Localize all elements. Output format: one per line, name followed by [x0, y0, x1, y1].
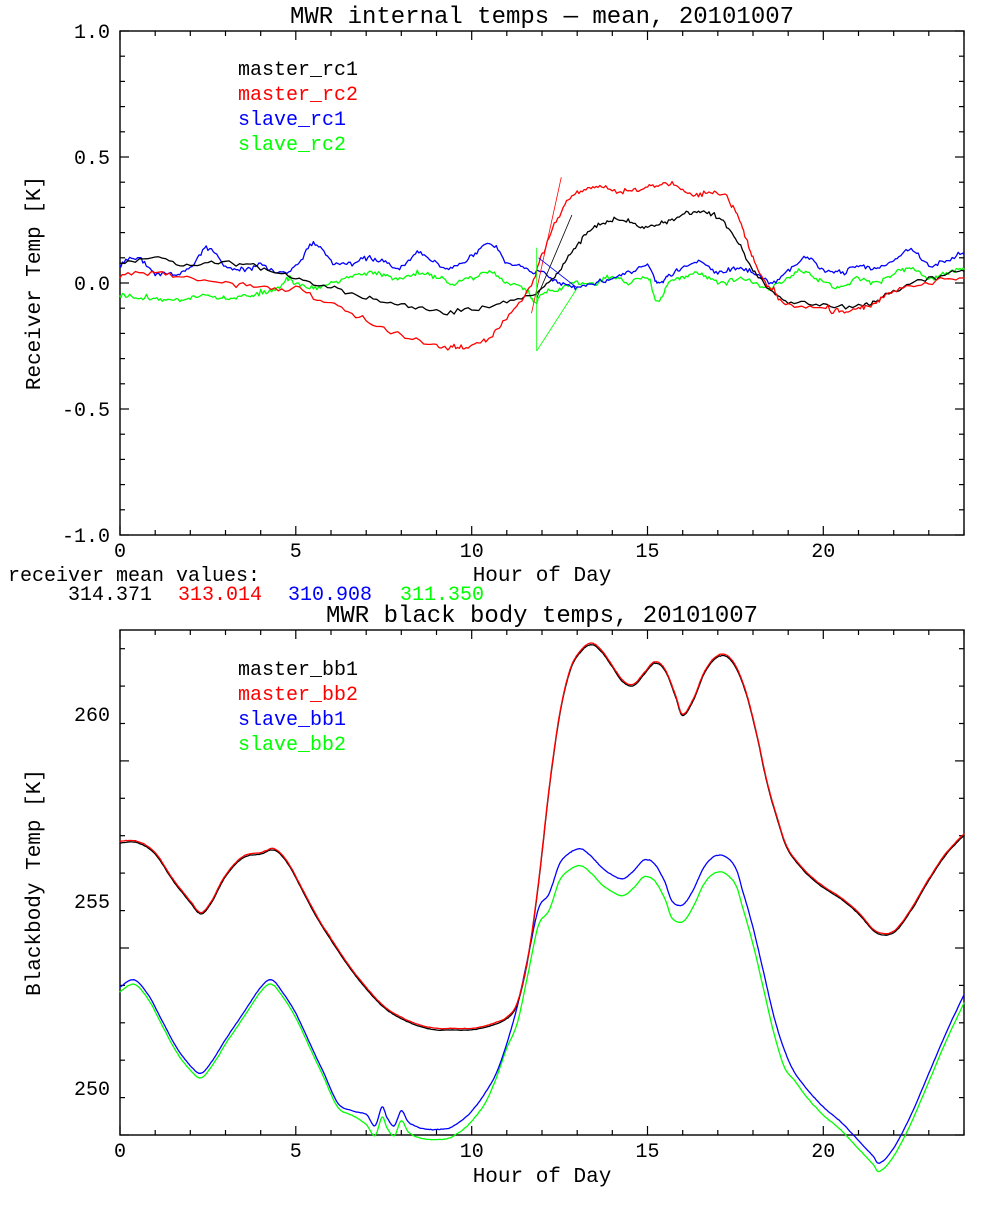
svg-text:-0.5: -0.5 — [62, 400, 110, 423]
svg-text:1.0: 1.0 — [74, 22, 110, 45]
svg-text:313.014: 313.014 — [178, 584, 262, 607]
svg-text:MWR internal temps — mean, 201: MWR internal temps — mean, 20101007 — [290, 4, 794, 31]
svg-text:slave_bb1: slave_bb1 — [238, 709, 346, 732]
svg-text:5: 5 — [290, 541, 302, 564]
svg-text:0: 0 — [114, 541, 126, 564]
svg-text:10: 10 — [460, 541, 484, 564]
svg-text:Hour of Day: Hour of Day — [473, 1166, 612, 1189]
svg-text:slave_rc1: slave_rc1 — [238, 109, 346, 132]
svg-text:-1.0: -1.0 — [62, 526, 110, 549]
svg-text:Hour of Day: Hour of Day — [473, 565, 612, 588]
svg-text:250: 250 — [74, 1079, 110, 1102]
svg-text:0.0: 0.0 — [74, 274, 110, 297]
svg-text:20: 20 — [811, 1141, 835, 1164]
svg-text:255: 255 — [74, 892, 110, 915]
svg-text:314.371: 314.371 — [68, 584, 152, 607]
svg-text:Receiver Temp [K]: Receiver Temp [K] — [24, 176, 47, 390]
svg-text:10: 10 — [460, 1141, 484, 1164]
svg-text:0: 0 — [114, 1141, 126, 1164]
svg-text:master_rc1: master_rc1 — [238, 59, 358, 82]
svg-text:slave_bb2: slave_bb2 — [238, 734, 346, 757]
svg-text:master_rc2: master_rc2 — [238, 84, 358, 107]
svg-text:5: 5 — [290, 1141, 302, 1164]
svg-text:15: 15 — [635, 541, 659, 564]
svg-text:0.5: 0.5 — [74, 148, 110, 171]
svg-text:slave_rc2: slave_rc2 — [238, 134, 346, 157]
svg-text:20: 20 — [811, 541, 835, 564]
svg-text:Blackbody Temp [K]: Blackbody Temp [K] — [24, 769, 47, 996]
svg-text:MWR black body temps, 20101007: MWR black body temps, 20101007 — [326, 603, 758, 630]
svg-text:master_bb2: master_bb2 — [238, 684, 358, 707]
svg-text:master_bb1: master_bb1 — [238, 659, 358, 682]
svg-text:15: 15 — [635, 1141, 659, 1164]
svg-text:260: 260 — [74, 705, 110, 728]
